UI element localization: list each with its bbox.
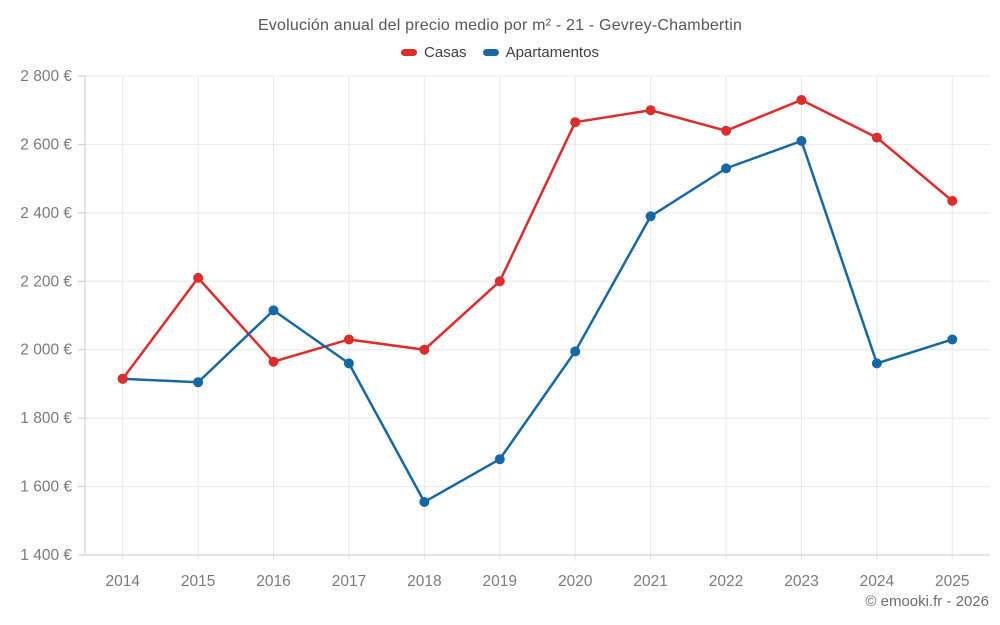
y-axis-label: 2 200 € bbox=[20, 273, 72, 290]
x-axis-label: 2020 bbox=[558, 573, 593, 590]
x-axis-label: 2015 bbox=[181, 573, 215, 590]
chart-title: Evolución anual del precio medio por m² … bbox=[257, 17, 743, 34]
x-axis-label: 2018 bbox=[407, 573, 441, 590]
data-point-casas-2022[interactable] bbox=[721, 125, 732, 136]
data-point-apartamentos-2025[interactable] bbox=[947, 334, 958, 345]
y-axis-label: 2 000 € bbox=[20, 342, 72, 359]
data-point-apartamentos-2019[interactable] bbox=[494, 454, 505, 465]
data-point-casas-2018[interactable] bbox=[419, 344, 430, 355]
data-point-apartamentos-2017[interactable] bbox=[343, 358, 354, 369]
legend-swatch-casas-icon bbox=[401, 49, 418, 56]
data-point-casas-2015[interactable] bbox=[193, 272, 204, 283]
data-point-casas-2025[interactable] bbox=[947, 195, 958, 206]
x-axis-label: 2025 bbox=[935, 573, 969, 590]
y-axis-label: 1 400 € bbox=[20, 547, 72, 564]
y-axis-label: 2 400 € bbox=[20, 205, 72, 222]
series-line-casas bbox=[121, 98, 954, 381]
y-axis-label: 2 800 € bbox=[20, 68, 72, 85]
data-point-casas-2016[interactable] bbox=[268, 356, 279, 367]
legend-item-casas[interactable]: Casas bbox=[401, 44, 467, 61]
y-axis-label: 1 600 € bbox=[20, 479, 72, 496]
data-point-casas-2019[interactable] bbox=[494, 276, 505, 287]
y-axis-label: 1 800 € bbox=[20, 410, 72, 427]
series-line-apartamentos bbox=[121, 139, 954, 504]
legend-label-apartamentos: Apartamentos bbox=[505, 44, 599, 61]
data-point-apartamentos-2016[interactable] bbox=[268, 305, 279, 316]
legend-swatch-apartamentos-icon bbox=[482, 49, 499, 56]
chart-legend: Casas Apartamentos bbox=[0, 44, 1000, 61]
data-point-apartamentos-2022[interactable] bbox=[721, 163, 732, 174]
data-point-apartamentos-2023[interactable] bbox=[796, 136, 807, 147]
data-point-apartamentos-2018[interactable] bbox=[419, 496, 430, 507]
data-point-casas-2017[interactable] bbox=[343, 334, 354, 345]
data-point-casas-2014[interactable] bbox=[117, 373, 128, 384]
x-axis-label: 2017 bbox=[332, 573, 366, 590]
x-axis-label: 2021 bbox=[633, 573, 667, 590]
data-point-casas-2021[interactable] bbox=[645, 105, 656, 116]
x-axis-label: 2014 bbox=[105, 573, 140, 590]
data-point-casas-2020[interactable] bbox=[570, 117, 581, 128]
data-point-apartamentos-2015[interactable] bbox=[193, 377, 204, 388]
legend-item-apartamentos[interactable]: Apartamentos bbox=[482, 44, 599, 61]
x-axis-label: 2019 bbox=[483, 573, 517, 590]
x-axis-label: 2022 bbox=[709, 573, 743, 590]
data-point-casas-2023[interactable] bbox=[796, 94, 807, 105]
legend-label-casas: Casas bbox=[424, 44, 467, 61]
data-point-apartamentos-2024[interactable] bbox=[871, 358, 882, 369]
data-point-apartamentos-2021[interactable] bbox=[645, 211, 656, 222]
x-axis-label: 2023 bbox=[784, 573, 818, 590]
x-axis-label: 2016 bbox=[256, 573, 290, 590]
data-point-apartamentos-2020[interactable] bbox=[570, 346, 581, 357]
x-axis-label: 2024 bbox=[860, 573, 895, 590]
y-axis-label: 2 600 € bbox=[20, 136, 72, 153]
data-point-casas-2024[interactable] bbox=[871, 132, 882, 143]
watermark: © emooki.fr - 2026 bbox=[865, 593, 989, 610]
